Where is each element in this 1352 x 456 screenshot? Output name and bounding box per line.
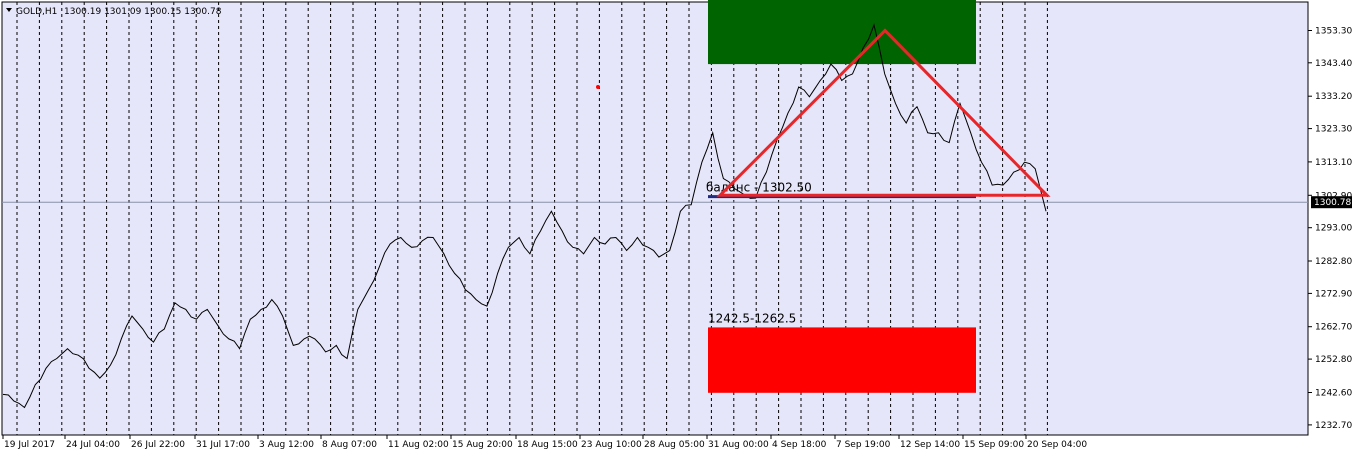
time-axis-label: 7 Sep 19:00: [836, 440, 891, 450]
time-axis-label: 28 Aug 05:00: [644, 440, 705, 450]
price-axis-label: 1313.10: [1315, 158, 1352, 168]
price-axis-label: 1252.80: [1315, 355, 1352, 365]
symbol-label: GOLD,H1: [16, 7, 57, 17]
target-up-zone: [708, 0, 976, 65]
time-axis-label: 31 Jul 17:00: [196, 440, 250, 450]
price-badge-text: 1300.78: [1314, 198, 1351, 208]
price-axis-label: 1282.80: [1315, 257, 1352, 267]
time-axis: 19 Jul 2017 24 Jul 04:00 26 Jul 22:00 31 Ju…: [2, 435, 1087, 450]
target-zones: 1242.5-1262.5: [708, 0, 976, 393]
target-down-zone-label: 1242.5-1262.5: [708, 311, 796, 325]
time-axis-label: 12 Sep 14:00: [900, 440, 960, 450]
ohlc-values: 1300.19 1301.09 1300.15 1300.78: [64, 7, 222, 17]
time-axis-label: 24 Jul 04:00: [66, 440, 120, 450]
price-axis-label: 1343.40: [1315, 59, 1352, 69]
time-axis-label: 23 Aug 10:00: [581, 440, 642, 450]
plot-area[interactable]: [1, 1, 1309, 436]
time-axis-label: 26 Jul 22:00: [131, 440, 185, 450]
price-axis-label: 1293.00: [1315, 224, 1352, 234]
price-badge-bg: [1311, 196, 1352, 209]
time-axis-label: 20 Sep 04:00: [1027, 440, 1087, 450]
target-down-zone: [708, 327, 976, 393]
price-axis-label: 1353.30: [1315, 27, 1352, 37]
time-axis-label: 18 Aug 15:00: [517, 440, 578, 450]
time-axis-label: 31 Aug 00:00: [708, 440, 769, 450]
price-axis-label: 1272.90: [1315, 289, 1352, 299]
price-axis-label: 1323.30: [1315, 125, 1352, 135]
time-axis-label: 19 Jul 2017: [4, 440, 55, 450]
price-axis-label: 1262.70: [1315, 323, 1352, 333]
time-axis-label: 8 Aug 07:00: [322, 440, 377, 450]
chevron-down-icon[interactable]: [6, 8, 12, 12]
marker-dot: [596, 85, 600, 89]
time-axis-label: 11 Aug 02:00: [388, 440, 449, 450]
chart-header: GOLD,H1 1300.19 1301.09 1300.15 1300.78: [6, 7, 222, 17]
price-axis-label: 1333.20: [1315, 92, 1352, 102]
time-axis-label: 4 Sep 18:00: [772, 440, 827, 450]
current-price-badge: 1300.78: [1311, 196, 1352, 209]
price-series-line: [2, 23, 1047, 409]
time-axis-label: 15 Aug 20:00: [452, 440, 513, 450]
triangle-shape: [716, 28, 1051, 197]
price-axis-label: 1242.60: [1315, 389, 1352, 399]
triangle-pattern: баланс - 1302.50: [706, 28, 1051, 199]
price-axis-label: 1232.70: [1315, 421, 1352, 431]
time-axis-label: 15 Sep 09:00: [964, 440, 1024, 450]
time-axis-label: 3 Aug 12:00: [259, 440, 314, 450]
